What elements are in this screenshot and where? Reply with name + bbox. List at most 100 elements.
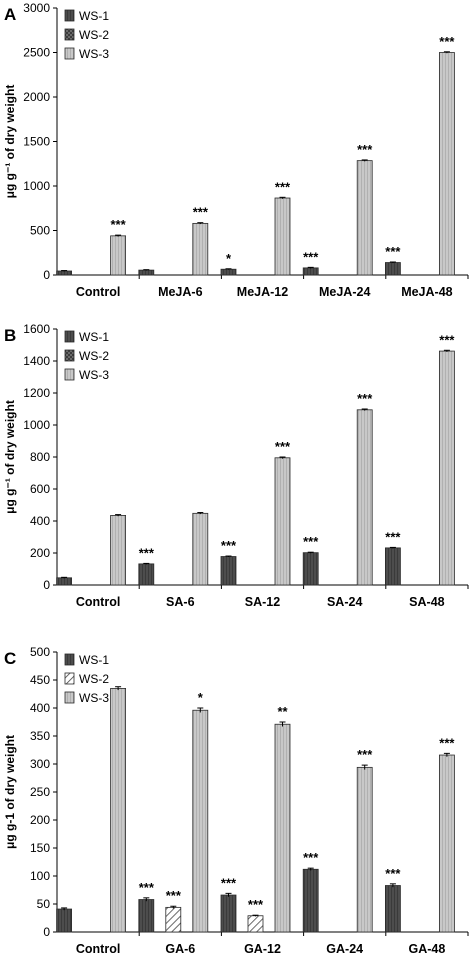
bar-ws-1-control (56, 577, 72, 586)
bar-ws-3-sa-24 (356, 409, 373, 586)
significance-label: *** (385, 866, 401, 881)
y-tick-label: 2500 (23, 46, 50, 60)
x-tick-label: SA-6 (166, 595, 195, 609)
legend-swatch-ws-2 (64, 349, 75, 362)
bar-ws-1-sa-48 (384, 547, 401, 586)
x-tick-label: GA-24 (326, 942, 363, 953)
legend-swatch-ws-2 (64, 672, 75, 685)
x-tick-label: GA-48 (408, 942, 445, 953)
significance-label: *** (385, 244, 401, 259)
y-tick-label: 50 (37, 897, 51, 911)
y-tick-label: 1200 (23, 386, 50, 400)
y-tick-label: 150 (30, 841, 50, 855)
y-tick-label: 400 (30, 514, 50, 528)
y-tick-label: 100 (30, 869, 50, 883)
bar-ws-1-control (56, 908, 72, 933)
significance-label: *** (357, 391, 373, 406)
y-tick-label: 3000 (23, 1, 50, 15)
significance-label: *** (275, 439, 291, 454)
significance-label: *** (166, 888, 182, 903)
bar-ws-1-sa-24 (302, 552, 319, 586)
significance-label: *** (357, 142, 373, 157)
y-tick-label: 350 (30, 729, 50, 743)
x-tick-label: MeJA-24 (319, 285, 370, 299)
y-tick-label: 300 (30, 757, 50, 771)
y-tick-label: 600 (30, 482, 50, 496)
bar-ws-3-control (110, 688, 126, 933)
significance-label: *** (248, 897, 264, 912)
y-tick-label: 1000 (23, 179, 50, 193)
legend-label: WS-1 (79, 653, 109, 667)
chart-panel-B: B 0 200 400 600 800 1000 1200 1400 1600 μg g⁻¹ of … (3, 322, 469, 609)
bar-ws-3-sa-6 (192, 512, 209, 586)
bar-ws-1-ga-24 (302, 868, 319, 933)
bar-ws-1-ga-6 (138, 899, 155, 933)
significance-label: *** (193, 205, 209, 220)
bar-ws-3-sa-12 (274, 457, 291, 586)
bar-ws-1-meja-24 (302, 267, 319, 276)
x-tick-label: SA-24 (327, 595, 362, 609)
legend-swatch-ws-1 (64, 653, 75, 666)
bar-ws-3-sa-48 (438, 350, 455, 586)
significance-label: *** (303, 850, 319, 865)
x-tick-label: SA-48 (409, 595, 444, 609)
bar-ws-3-meja-48 (438, 52, 455, 276)
legend-label: WS-3 (79, 368, 109, 382)
legend-swatch-ws-3 (64, 368, 75, 381)
legend-swatch-ws-3 (64, 691, 75, 704)
x-tick-label: MeJA-6 (158, 285, 203, 299)
significance-label: *** (139, 880, 155, 895)
significance-label: *** (439, 735, 455, 750)
significance-label: *** (439, 332, 455, 347)
x-tick-label: GA-6 (165, 942, 195, 953)
significance-label: *** (303, 534, 319, 549)
bar-ws-3-ga-6 (192, 709, 209, 933)
bar-ws-1-meja-12 (220, 268, 237, 276)
bar-ws-1-ga-48 (384, 885, 401, 933)
significance-label: *** (385, 529, 401, 544)
y-tick-label: 200 (30, 546, 50, 560)
legend-label: WS-3 (79, 47, 109, 61)
legend-label: WS-2 (79, 349, 109, 363)
bar-ws-3-meja-6 (192, 222, 209, 276)
x-tick-label: Control (76, 595, 120, 609)
x-tick-label: MeJA-48 (401, 285, 452, 299)
y-tick-label: 1600 (23, 322, 50, 336)
y-tick-label: 500 (30, 645, 50, 659)
significance-label: *** (139, 545, 155, 560)
significance-label: *** (275, 179, 291, 194)
chart-panel-A: A 0 500 1000 1500 2000 2500 3000 μg g⁻¹ of dry w… (3, 1, 469, 299)
legend-label: WS-2 (79, 28, 109, 42)
significance-label: *** (111, 217, 127, 232)
bar-ws-3-ga-48 (438, 754, 455, 933)
bar-ws-1-ga-12 (220, 894, 237, 933)
bar-ws-1-sa-12 (220, 556, 237, 586)
y-tick-label: 0 (43, 925, 50, 939)
y-tick-label: 0 (43, 268, 50, 282)
y-tick-label: 800 (30, 450, 50, 464)
significance-label: * (198, 690, 204, 705)
bar-ws-2-ga-12 (247, 915, 264, 933)
y-tick-label: 1000 (23, 418, 50, 432)
significance-label: *** (303, 249, 319, 264)
chart-panel-C: C 0 50 100 150 200 250 300 350 400 450 500 μg g-1 of… (3, 645, 469, 953)
significance-label: *** (439, 34, 455, 49)
significance-label: *** (357, 747, 373, 762)
significance-label: *** (221, 875, 237, 890)
legend-swatch-ws-1 (64, 9, 75, 22)
bar-ws-1-meja-48 (384, 262, 401, 276)
legend-label: WS-2 (79, 672, 109, 686)
y-axis-label: μg g-1 of dry weight (3, 735, 17, 849)
bar-ws-1-control (56, 270, 72, 276)
significance-label: ** (277, 704, 288, 719)
x-tick-label: SA-12 (245, 595, 280, 609)
bar-ws-3-ga-24 (356, 766, 373, 933)
legend-swatch-ws-3 (64, 47, 75, 60)
bar-ws-1-meja-6 (138, 269, 155, 276)
y-tick-label: 0 (43, 578, 50, 592)
y-tick-label: 1400 (23, 354, 50, 368)
y-tick-label: 200 (30, 813, 50, 827)
bar-ws-1-sa-6 (138, 563, 155, 586)
legend-swatch-ws-1 (64, 330, 75, 343)
